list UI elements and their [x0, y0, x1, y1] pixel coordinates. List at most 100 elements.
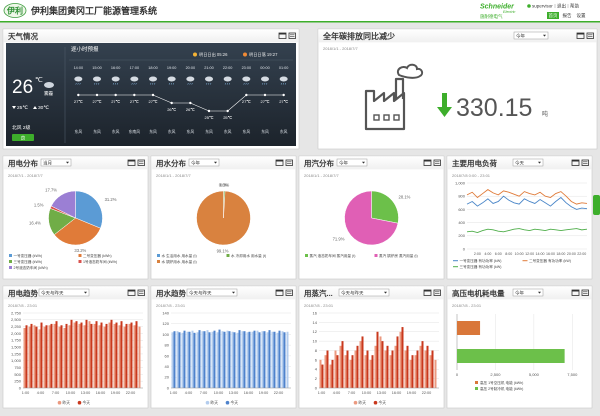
x-tick-label: 16:00 — [96, 391, 106, 395]
legend-label: 昨天 — [211, 400, 219, 405]
bar — [324, 355, 327, 388]
temp-point — [207, 109, 211, 113]
menu-icon[interactable] — [137, 289, 145, 296]
dropdown[interactable] — [38, 288, 90, 297]
y-tick-label: 0 — [19, 385, 22, 390]
bar — [243, 331, 246, 388]
menu-icon[interactable] — [581, 289, 589, 296]
forecast-rain — [243, 82, 249, 85]
y-tick-label: 1,000 — [455, 180, 466, 185]
bar — [409, 359, 412, 388]
menu-icon[interactable] — [581, 159, 589, 166]
bar — [103, 326, 106, 388]
x-tick-label: 19:00 — [111, 391, 121, 395]
dropdown[interactable] — [40, 158, 72, 167]
bar — [60, 325, 63, 388]
bar — [281, 331, 284, 388]
temp-line — [78, 94, 284, 112]
dropdown-value: 今年 — [516, 32, 525, 39]
bar — [258, 332, 261, 388]
dropdown[interactable] — [188, 158, 220, 167]
bar — [263, 331, 266, 388]
dropdown[interactable] — [512, 288, 544, 297]
dropdown-value: 今年 — [339, 159, 348, 166]
dropdown[interactable] — [336, 158, 368, 167]
forecast-wind: 东风 — [261, 129, 269, 134]
bar — [196, 332, 199, 388]
dropdown[interactable] — [186, 288, 238, 297]
bar — [65, 323, 68, 388]
nav-item[interactable]: 设置 — [577, 12, 586, 19]
forecast-hour: 16:00 — [111, 66, 121, 70]
dropdown[interactable] — [338, 288, 390, 297]
legend-label: 高压 1号空压机 电能 (kWh) — [480, 380, 523, 385]
bar — [125, 323, 128, 388]
slice-label: 16.4% — [29, 220, 41, 225]
bar — [349, 359, 352, 388]
side-handle[interactable] — [593, 195, 600, 215]
menu-icon[interactable] — [433, 159, 441, 166]
forecast-hour: 01:00 — [279, 66, 289, 70]
bar — [48, 325, 51, 388]
bar — [191, 330, 194, 388]
nav-item[interactable]: 报告 — [563, 12, 572, 19]
bar — [331, 359, 334, 388]
user-name[interactable]: supervisor — [532, 4, 553, 9]
sunrise-icon — [193, 52, 197, 57]
bar — [70, 319, 73, 388]
legend-swatch — [78, 254, 82, 257]
series-line — [466, 195, 588, 210]
header-link[interactable]: 帮助 — [570, 3, 579, 10]
bar — [68, 325, 71, 388]
x-tick-label: 10:00 — [515, 252, 524, 256]
legend-swatch — [226, 254, 230, 257]
y-tick-label: 6 — [315, 357, 318, 362]
dropdown-arrow — [543, 34, 546, 37]
bar — [201, 331, 204, 388]
maximize-icon-bar — [276, 290, 283, 292]
menu-icon[interactable] — [285, 289, 293, 296]
nav-item[interactable]: 首页 — [549, 12, 558, 19]
forecast-hour: 19:00 — [167, 66, 177, 70]
bar — [206, 330, 209, 388]
panel-title: 高压电机耗电量 — [452, 288, 505, 298]
legend-label: 蒸汽 液态奶车间 蒸汽用量 (t) — [310, 253, 356, 258]
menu-icon[interactable] — [433, 289, 441, 296]
factory-window — [373, 114, 380, 121]
x-tick-label: 8:00 — [505, 252, 512, 256]
menu-icon[interactable] — [586, 32, 594, 39]
bar — [273, 331, 276, 388]
bar — [23, 328, 26, 388]
bar — [406, 345, 409, 388]
header-link[interactable]: 退出 — [557, 3, 566, 10]
legend-label: 三号变压器 有功功率 (kW) — [460, 264, 502, 269]
forecast-icon — [186, 76, 195, 82]
legend-swatch — [305, 254, 308, 257]
bar — [130, 322, 133, 388]
forecast-icon — [111, 76, 120, 82]
x-tick-label: 22:00 — [126, 391, 136, 395]
slice-label: 28.1% — [399, 195, 411, 200]
panel-date: 2018/1/1 - 2018/7/7 — [304, 173, 339, 178]
bar — [376, 331, 379, 388]
aqi-badge — [12, 134, 34, 141]
dropdown[interactable] — [512, 158, 544, 167]
bar — [80, 322, 83, 388]
forecast-rain — [224, 82, 230, 85]
panel-date: 2018/7/8 - 23:01 — [304, 303, 334, 308]
x-tick-label: 1:00 — [318, 391, 325, 395]
dropdown-arrow — [362, 161, 365, 164]
dropdown[interactable] — [513, 31, 549, 40]
temp-label: 27℃ — [242, 99, 251, 104]
bar — [396, 336, 399, 388]
bar — [45, 325, 48, 388]
menu-icon[interactable] — [137, 159, 145, 166]
forecast-rain — [206, 82, 212, 85]
menu-icon[interactable] — [285, 159, 293, 166]
legend-label: 2号液态奶车间 (kWh) — [14, 265, 48, 270]
forecast-title: 逐小时预报 — [71, 45, 99, 53]
menu-icon[interactable] — [288, 32, 296, 39]
header-bar — [0, 0, 600, 21]
legend-swatch — [157, 260, 160, 263]
